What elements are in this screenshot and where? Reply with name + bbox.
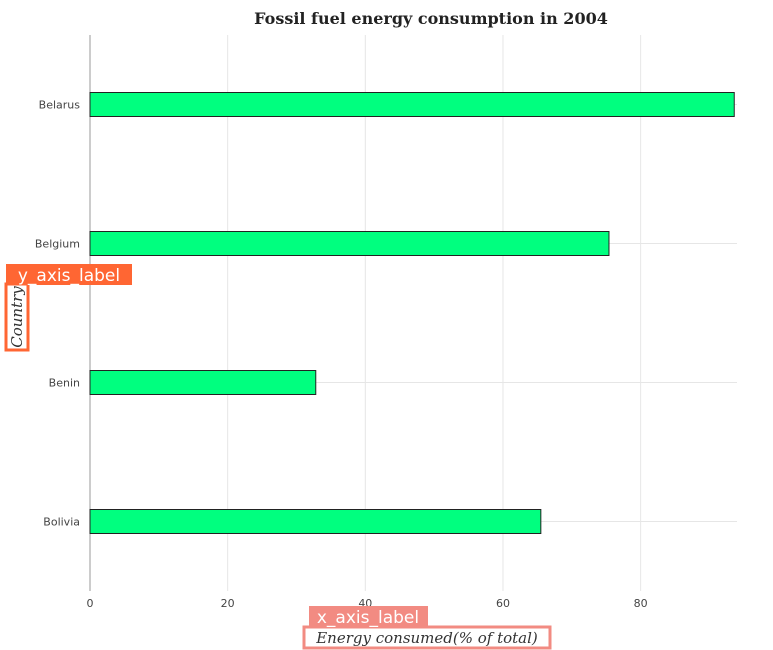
x-axis-label-group: Energy consumed(% of total) x_axis_label — [302, 606, 552, 650]
bar-benin — [89, 370, 317, 395]
x-tick-label: 20 — [221, 597, 235, 610]
y-tick-label: Belgium — [35, 238, 80, 251]
x-tick-label: 80 — [634, 597, 648, 610]
y-tick-label: Belarus — [39, 99, 81, 112]
chart-title: Fossil fuel energy consumption in 2004 — [254, 9, 608, 28]
y-tick-labels: Belarus Belgium Benin Bolivia — [35, 99, 80, 529]
bar-belgium — [89, 231, 610, 256]
x-tick-label: 60 — [496, 597, 510, 610]
y-axis-label-group: Country y_axis_label — [4, 264, 132, 352]
bar-belarus — [89, 92, 735, 117]
y-tick-label: Benin — [49, 377, 80, 390]
y-axis-label: Country — [8, 286, 26, 348]
grid — [89, 35, 737, 591]
y-axis-label-placeholder: y_axis_label — [18, 266, 120, 286]
x-axis-label-placeholder: x_axis_label — [317, 608, 419, 628]
x-axis-label-placeholder-box — [309, 606, 428, 627]
y-axis-label-placeholder-box — [6, 264, 132, 285]
x-axis-label: Energy consumed(% of total) — [315, 629, 538, 647]
bar-bolivia — [89, 509, 542, 534]
x-tick-label: 0 — [87, 597, 94, 610]
y-tick-label: Bolivia — [43, 516, 80, 529]
bars — [89, 92, 735, 534]
